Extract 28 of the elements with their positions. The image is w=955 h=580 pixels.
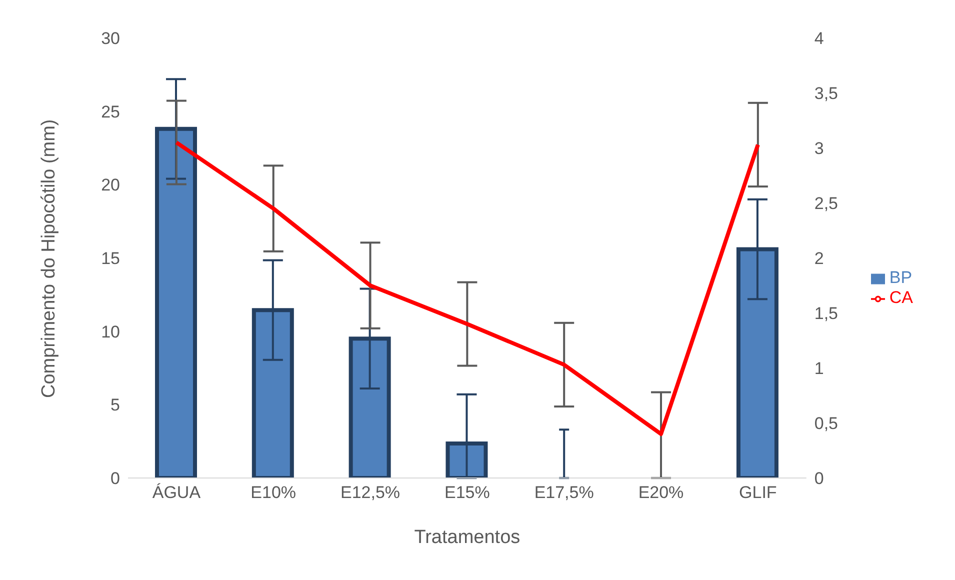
y2-tick-label: 0 — [814, 469, 824, 488]
x-tick-label: E20% — [638, 483, 684, 502]
y2-tick-label: 0,5 — [814, 414, 838, 434]
x-tick-label: E17,5% — [534, 483, 594, 502]
y2-tick-label: 1 — [814, 359, 824, 378]
y-tick-label: 30 — [101, 29, 120, 48]
legend-label: BP — [889, 268, 912, 287]
x-axis-title: Tratamentos — [414, 527, 520, 548]
line-series — [174, 140, 760, 436]
y2-tick-label: 3 — [814, 139, 824, 158]
y-tick-label: 10 — [101, 322, 120, 342]
x-tick-label: GLIF — [739, 483, 777, 502]
y2-tick-label: 2 — [814, 249, 824, 268]
y2-tick-label: 4 — [814, 29, 824, 48]
y-tick-label: 15 — [101, 249, 120, 268]
y-tick-label: 0 — [110, 469, 120, 488]
y2-tick-label: 2,5 — [814, 194, 838, 214]
y2-tick-label: 3,5 — [814, 84, 838, 104]
y-tick-label: 20 — [101, 176, 120, 195]
y2-tick-label: 1,5 — [814, 304, 838, 324]
x-tick-label: E12,5% — [340, 483, 400, 502]
y-tick-label: 25 — [101, 102, 120, 122]
x-tick-label: ÁGUA — [152, 483, 202, 502]
y-axis-title: Comprimento do Hipocótilo (mm) — [38, 119, 60, 398]
y-tick-label: 5 — [110, 396, 120, 415]
x-tick-label: E10% — [250, 483, 296, 502]
x-tick-label: E15% — [444, 483, 490, 502]
legend-label: CA — [889, 288, 913, 307]
